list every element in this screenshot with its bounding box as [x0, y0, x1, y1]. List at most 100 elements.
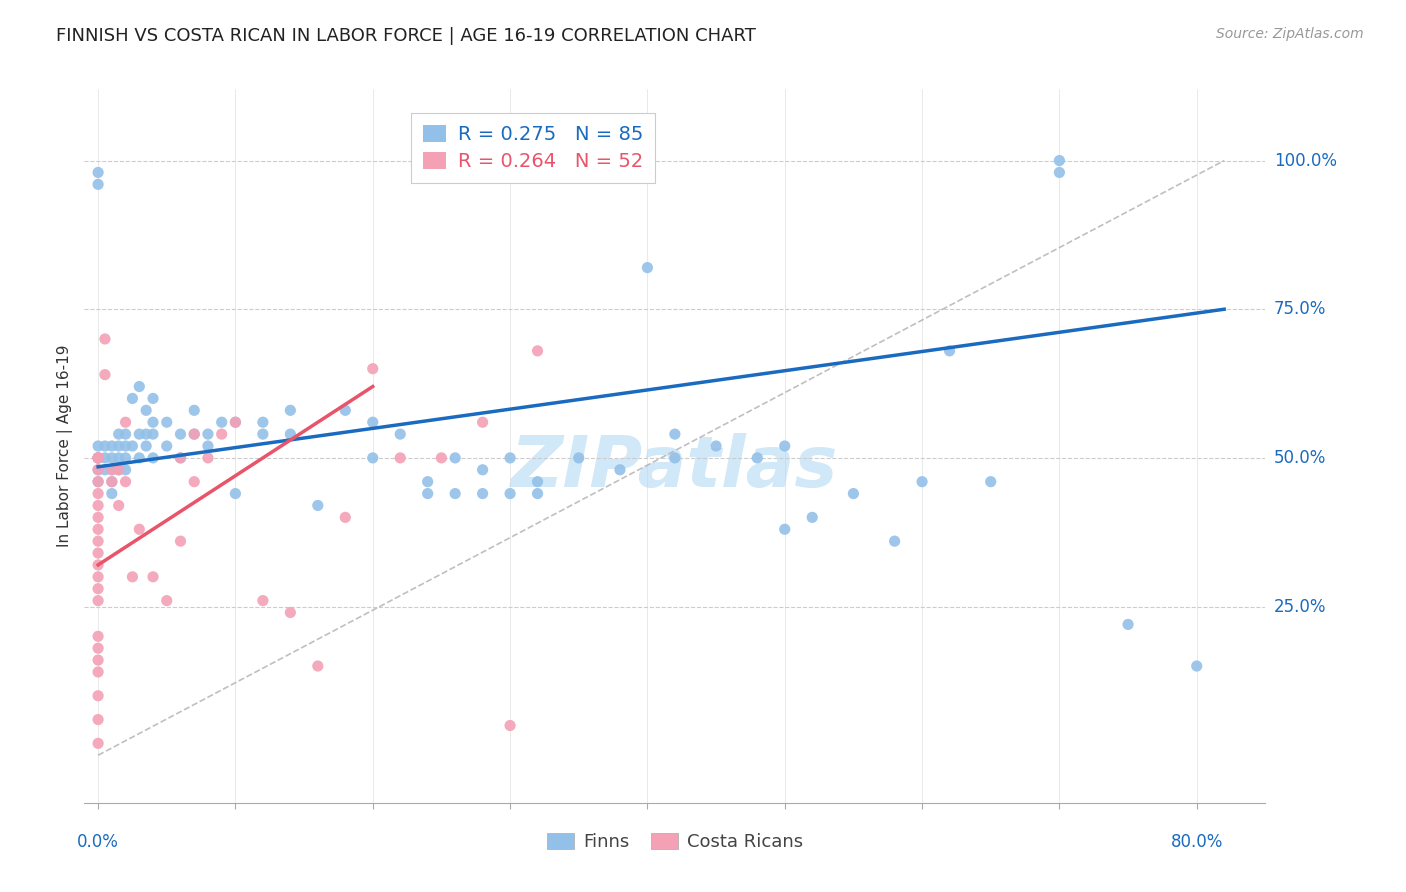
- Point: [142, 450, 165, 465]
- Point: [430, 450, 453, 465]
- Point: [252, 415, 274, 429]
- Text: Source: ZipAtlas.com: Source: ZipAtlas.com: [1216, 27, 1364, 41]
- Point: [280, 606, 302, 620]
- Point: [87, 593, 110, 607]
- Point: [842, 486, 865, 500]
- Point: [183, 427, 205, 442]
- Point: [87, 665, 110, 679]
- Point: [361, 450, 384, 465]
- Point: [87, 450, 110, 465]
- Point: [101, 475, 124, 489]
- Point: [87, 546, 110, 560]
- Point: [883, 534, 905, 549]
- Point: [169, 427, 191, 442]
- Point: [107, 463, 129, 477]
- Point: [87, 499, 110, 513]
- Point: [664, 427, 686, 442]
- Point: [94, 368, 117, 382]
- Point: [938, 343, 960, 358]
- Point: [280, 427, 302, 442]
- Point: [87, 582, 110, 596]
- Point: [87, 450, 110, 465]
- Point: [128, 379, 150, 393]
- Point: [499, 450, 522, 465]
- Point: [87, 463, 110, 477]
- Point: [156, 593, 179, 607]
- Legend: Finns, Costa Ricans: Finns, Costa Ricans: [540, 825, 810, 858]
- Point: [526, 343, 548, 358]
- Point: [87, 165, 110, 179]
- Point: [361, 415, 384, 429]
- Point: [1047, 165, 1070, 179]
- Point: [156, 415, 179, 429]
- Point: [224, 415, 246, 429]
- Point: [87, 475, 110, 489]
- Point: [94, 463, 117, 477]
- Text: 80.0%: 80.0%: [1171, 833, 1223, 851]
- Point: [114, 427, 136, 442]
- Point: [87, 570, 110, 584]
- Point: [1116, 617, 1139, 632]
- Point: [142, 427, 165, 442]
- Point: [142, 392, 165, 406]
- Point: [499, 718, 522, 732]
- Point: [128, 427, 150, 442]
- Point: [197, 450, 219, 465]
- Point: [197, 427, 219, 442]
- Point: [87, 439, 110, 453]
- Point: [773, 439, 796, 453]
- Point: [114, 415, 136, 429]
- Point: [773, 522, 796, 536]
- Point: [335, 403, 357, 417]
- Point: [211, 427, 233, 442]
- Point: [183, 475, 205, 489]
- Point: [135, 439, 157, 453]
- Point: [444, 486, 467, 500]
- Point: [87, 713, 110, 727]
- Point: [444, 450, 467, 465]
- Point: [87, 736, 110, 750]
- Point: [664, 450, 686, 465]
- Point: [307, 499, 329, 513]
- Point: [526, 486, 548, 500]
- Point: [280, 403, 302, 417]
- Point: [156, 439, 179, 453]
- Point: [801, 510, 824, 524]
- Point: [389, 427, 412, 442]
- Point: [142, 570, 165, 584]
- Text: 25.0%: 25.0%: [1274, 598, 1326, 615]
- Point: [87, 653, 110, 667]
- Text: ZIPatlas: ZIPatlas: [512, 433, 838, 502]
- Point: [416, 486, 439, 500]
- Point: [416, 475, 439, 489]
- Point: [87, 629, 110, 643]
- Point: [87, 450, 110, 465]
- Text: 75.0%: 75.0%: [1274, 301, 1326, 318]
- Point: [471, 463, 494, 477]
- Point: [1047, 153, 1070, 168]
- Point: [101, 439, 124, 453]
- Point: [121, 392, 143, 406]
- Point: [101, 463, 124, 477]
- Point: [499, 486, 522, 500]
- Point: [87, 689, 110, 703]
- Point: [107, 499, 129, 513]
- Point: [361, 361, 384, 376]
- Point: [135, 403, 157, 417]
- Point: [94, 332, 117, 346]
- Point: [87, 450, 110, 465]
- Point: [101, 475, 124, 489]
- Point: [142, 415, 165, 429]
- Point: [609, 463, 631, 477]
- Point: [389, 450, 412, 465]
- Point: [704, 439, 727, 453]
- Point: [114, 450, 136, 465]
- Point: [335, 510, 357, 524]
- Point: [183, 427, 205, 442]
- Point: [224, 486, 246, 500]
- Point: [107, 439, 129, 453]
- Text: 100.0%: 100.0%: [1274, 152, 1337, 169]
- Point: [107, 450, 129, 465]
- Point: [87, 510, 110, 524]
- Point: [169, 450, 191, 465]
